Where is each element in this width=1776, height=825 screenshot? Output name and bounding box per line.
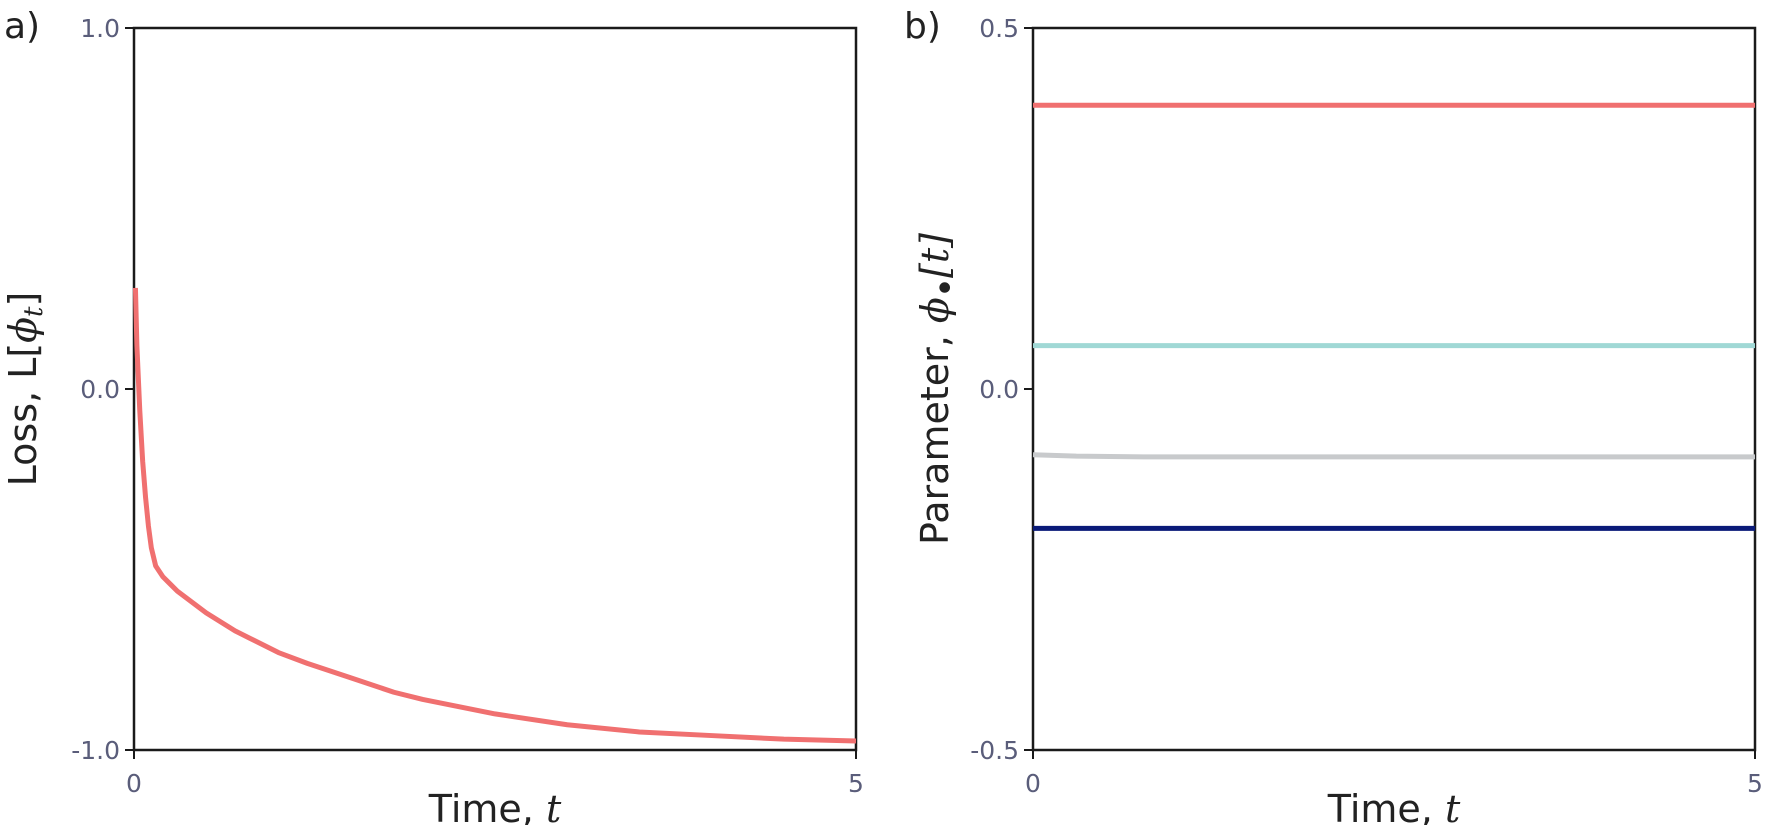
panel-a-ytick-label: 0.0: [80, 375, 120, 404]
panel-a-series-line-0: [132, 287, 857, 744]
panel-a: a) -1.00.01.00 5 Loss, L[ϕt] Time, t: [1, 6, 864, 825]
panel-a-ticks: -1.0 0.0 1.0 0 5: [71, 14, 864, 798]
panel-a-xlabel-prefix: Time,: [428, 787, 546, 825]
panel-b-ytick-label: -0.5: [970, 736, 1019, 765]
panel-a-ylabel-suffix: ]: [1, 292, 45, 307]
panel-b-ylabel: Parameter, ϕ•[t]: [913, 233, 964, 545]
panel-b-ticks: -0.5 0.0 0.5 0 5: [970, 14, 1763, 798]
panel-b-ylabel-subscript: •: [929, 278, 964, 297]
panel-a-ytick-label: -1.0: [71, 736, 120, 765]
panel-b-xlabel-prefix: Time,: [1327, 787, 1445, 825]
panel-b-xlabel: Time, t: [1327, 787, 1461, 825]
panel-b-xtick-label: 5: [1747, 769, 1763, 798]
panel-b-label: b): [904, 6, 941, 47]
panel-a-series: [132, 287, 857, 744]
panel-a-xlabel: Time, t: [428, 787, 562, 825]
panel-a-ytick-label: 1.0: [80, 14, 120, 43]
panel-b-ylabel-suffix: [t]: [913, 233, 957, 278]
panel-b-xtick-label: 0: [1025, 769, 1041, 798]
panel-a-ylabel-subscript: t: [19, 306, 49, 317]
panel-b-series: [1032, 102, 1755, 531]
panel-b: b) -0.5 0.0 0.5 0 5 Parameter, ϕ•[t] Time, t: [904, 6, 1763, 825]
panel-b-series-line-2: [1032, 452, 1755, 460]
panel-b-xlabel-symbol: t: [1445, 787, 1461, 825]
panel-b-ytick-label: 0.0: [979, 375, 1019, 404]
panel-a-ylabel-prefix: Loss, L[: [1, 343, 45, 487]
panel-a-xlabel-symbol: t: [546, 787, 562, 825]
panel-b-plot-frame: [1031, 26, 1757, 752]
panel-a-ylabel-symbol: ϕ: [1, 317, 45, 343]
panel-b-ylabel-prefix: Parameter,: [913, 323, 957, 545]
panel-a-xtick-label: 5: [848, 769, 864, 798]
panel-b-ylabel-symbol: ϕ: [913, 297, 957, 323]
panel-a-ylabel: Loss, L[ϕt]: [1, 292, 49, 487]
panel-b-ytick-label: 0.5: [979, 14, 1019, 43]
panel-a-xtick-label: 0: [126, 769, 142, 798]
panel-a-label: a): [4, 6, 40, 47]
panel-a-plot-frame: [132, 26, 858, 752]
